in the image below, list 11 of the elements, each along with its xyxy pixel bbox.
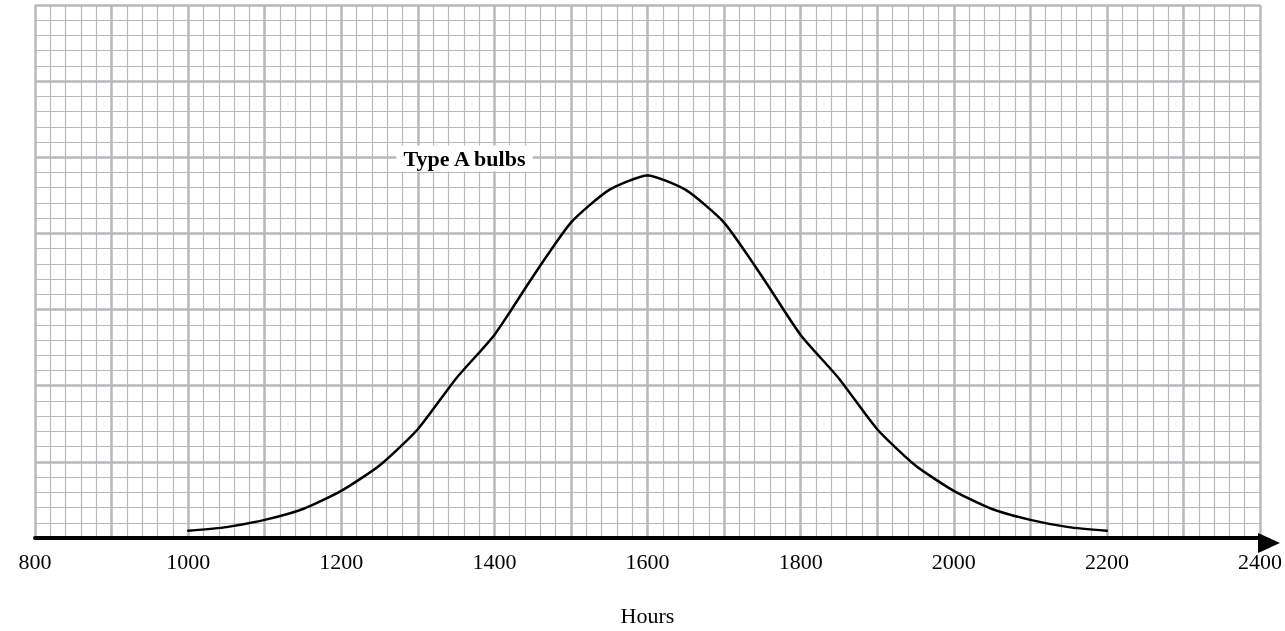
x-tick-label: 2400 — [1238, 548, 1282, 574]
x-tick-label: 1000 — [166, 548, 211, 574]
x-tick-label: 1800 — [778, 548, 823, 574]
x-tick-label: 1400 — [472, 548, 517, 574]
x-axis-title: Hours — [620, 602, 675, 628]
x-tick-label: 2200 — [1084, 548, 1129, 574]
x-tick-label: 2000 — [931, 548, 976, 574]
x-tick-label: 800 — [18, 548, 52, 574]
x-tick-label: 1600 — [625, 548, 670, 574]
x-tick-label: 1200 — [319, 548, 364, 574]
text: Type A bulbs — [403, 145, 526, 171]
